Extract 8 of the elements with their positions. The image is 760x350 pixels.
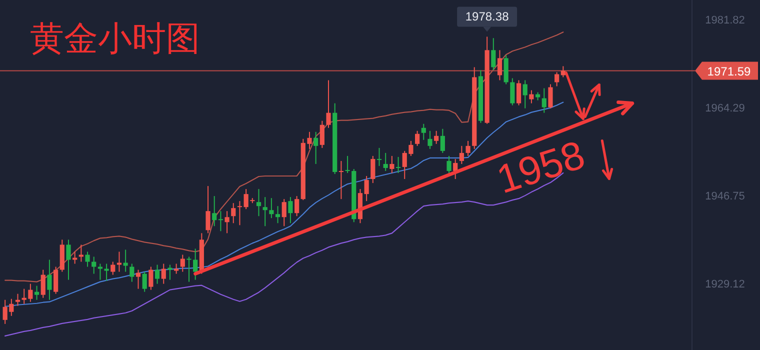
annotation: 1958	[492, 132, 590, 202]
ref-line-label: 1971.59	[707, 64, 752, 78]
y-tick-label: 1981.82	[705, 14, 745, 26]
annotation: 1978.38	[465, 10, 510, 24]
y-tick-label: 1946.75	[705, 190, 745, 202]
y-tick-label: 1964.29	[705, 102, 745, 114]
text: 黄金小时图	[30, 20, 200, 58]
y-tick-label: 1929.12	[705, 278, 745, 291]
